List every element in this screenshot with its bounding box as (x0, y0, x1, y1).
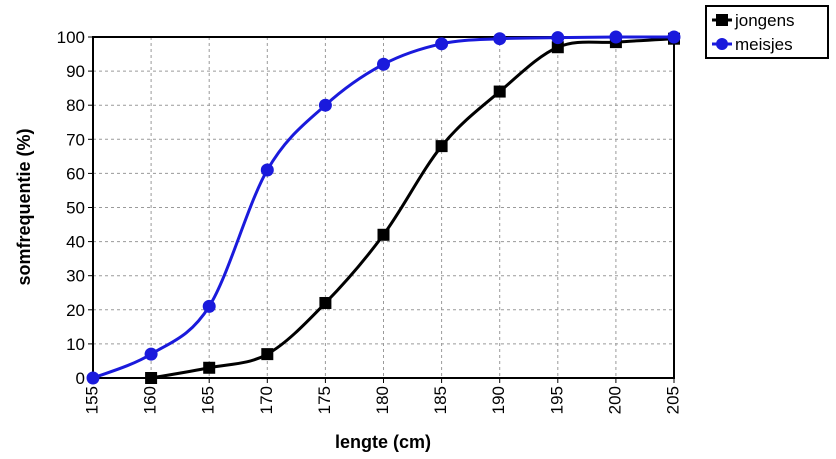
y-tick-label-50: 50 (66, 199, 85, 218)
y-tick-label-40: 40 (66, 233, 85, 252)
x-tick-label-180: 180 (373, 386, 392, 414)
data-point-jongens-190 (493, 85, 506, 98)
data-point-meisjes-175 (318, 98, 332, 112)
y-tick-label-0: 0 (76, 369, 85, 388)
data-point-jongens-170 (261, 348, 274, 361)
y-tick-label-30: 30 (66, 267, 85, 286)
legend: jongens meisjes (705, 5, 829, 59)
x-tick-label-195: 195 (547, 386, 566, 414)
data-point-jongens-175 (319, 296, 332, 309)
y-tick-label-20: 20 (66, 301, 85, 320)
data-point-meisjes-185 (435, 37, 449, 51)
y-tick-label-80: 80 (66, 96, 85, 115)
legend-jongens-square-icon (716, 14, 728, 26)
data-point-meisjes-155 (86, 371, 100, 385)
data-point-jongens-180 (377, 228, 390, 241)
grid (93, 37, 674, 378)
legend-item-meisjes: meisjes (712, 35, 793, 54)
y-tick-label-100: 100 (57, 28, 85, 47)
data-point-meisjes-190 (493, 32, 507, 46)
y-tick-label-60: 60 (66, 164, 85, 183)
x-tick-label-190: 190 (489, 386, 508, 414)
x-tick-label-175: 175 (315, 386, 334, 414)
x-tick-label-185: 185 (431, 386, 450, 414)
data-point-meisjes-170 (260, 163, 274, 177)
data-point-jongens-185 (435, 140, 448, 153)
data-point-meisjes-160 (144, 347, 158, 361)
y-axis: 0 10 20 30 40 50 60 70 80 90 100 (57, 28, 93, 388)
legend-meisjes-label: meisjes (735, 35, 793, 54)
data-point-meisjes-180 (377, 57, 390, 71)
data-point-jongens-160 (145, 372, 158, 384)
x-tick-label-205: 205 (663, 386, 682, 414)
x-tick-label-200: 200 (605, 386, 624, 414)
data-point-jongens-195 (551, 41, 564, 54)
series-line-jongens (150, 37, 675, 380)
legend-meisjes-circle-icon (716, 38, 728, 50)
x-axis: 155 160 165 170 175 180 185 190 195 200 205 (82, 378, 682, 414)
data-point-meisjes-200 (609, 30, 623, 44)
x-tick-label-165: 165 (199, 386, 218, 414)
x-tick-label-160: 160 (141, 386, 160, 414)
x-tick-label-155: 155 (82, 386, 101, 414)
data-point-meisjes-165 (202, 299, 216, 313)
data-point-meisjes-195 (551, 31, 565, 45)
legend-item-jongens: jongens (712, 11, 795, 30)
data-point-meisjes-205 (667, 30, 681, 44)
x-tick-label-170: 170 (257, 386, 276, 414)
data-point-jongens-165 (203, 361, 216, 374)
y-axis-title: somfrequentie (%) (14, 128, 34, 285)
y-tick-label-70: 70 (66, 130, 85, 149)
y-tick-label-10: 10 (66, 335, 85, 354)
x-axis-title: lengte (cm) (335, 432, 431, 452)
legend-jongens-label: jongens (734, 11, 795, 30)
y-tick-label-90: 90 (66, 62, 85, 81)
series-layer (86, 30, 681, 385)
